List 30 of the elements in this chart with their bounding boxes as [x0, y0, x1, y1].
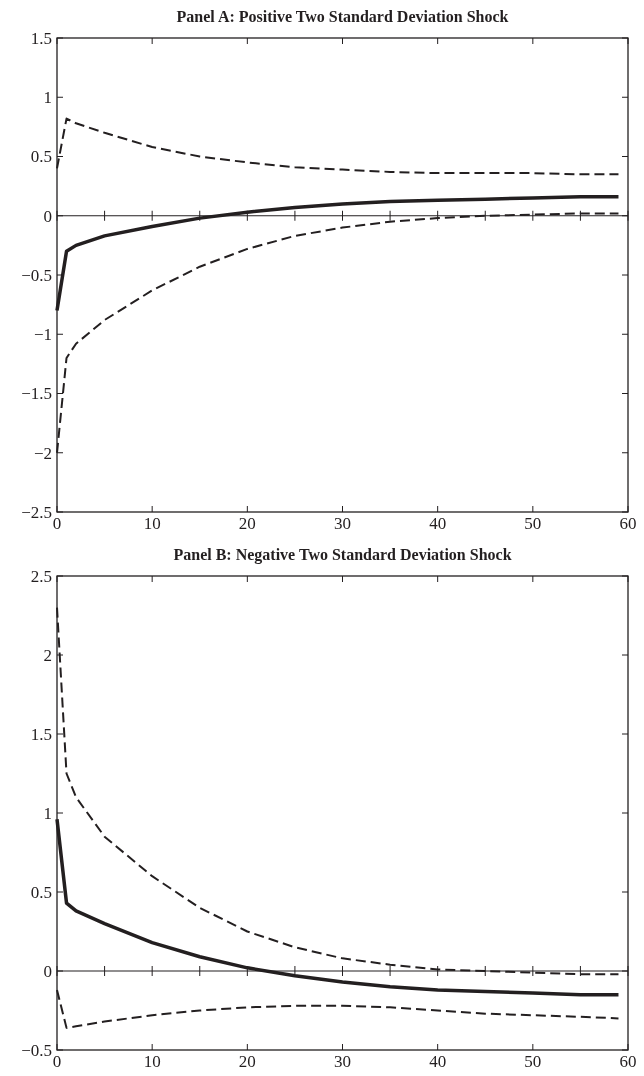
x-tick-label: 20: [238, 514, 256, 533]
x-tick-label: 60: [619, 514, 637, 533]
x-tick-label: 10: [143, 514, 161, 533]
y-tick-label: 1.5: [30, 724, 52, 744]
x-tick-label: 30: [334, 1052, 351, 1071]
y-tick-label: −2: [33, 443, 52, 463]
x-tick-label: 40: [429, 514, 447, 533]
y-tick-label: 0: [43, 206, 52, 226]
x-tick-label: 50: [524, 514, 542, 533]
y-tick-label: −0.5: [21, 265, 52, 285]
chart-title: Panel A: Positive Two Standard Deviation Shock: [176, 8, 509, 25]
x-tick-label: 60: [619, 1052, 637, 1071]
x-tick-label: 50: [524, 1052, 542, 1071]
y-tick-label: 1: [43, 88, 52, 108]
x-tick-label: 40: [429, 1052, 447, 1071]
y-tick-label: −0.5: [21, 1040, 52, 1060]
y-tick-label: 1.5: [30, 28, 52, 48]
y-tick-label: 0.5: [30, 147, 52, 167]
y-tick-label: 0: [43, 961, 52, 981]
y-tick-label: −2.5: [21, 502, 52, 522]
x-tick-label: 20: [238, 1052, 256, 1071]
y-tick-label: −1.5: [21, 384, 52, 404]
chart-title: Panel B: Negative Two Standard Deviation Shock: [173, 546, 512, 564]
y-tick-label: 1: [43, 803, 52, 823]
y-tick-label: 0.5: [30, 882, 52, 902]
y-tick-label: 2: [43, 645, 52, 665]
y-tick-label: −1: [33, 325, 52, 345]
y-tick-label: 2.5: [30, 566, 52, 586]
x-tick-label: 10: [143, 1052, 161, 1071]
x-tick-label: 30: [334, 514, 351, 533]
